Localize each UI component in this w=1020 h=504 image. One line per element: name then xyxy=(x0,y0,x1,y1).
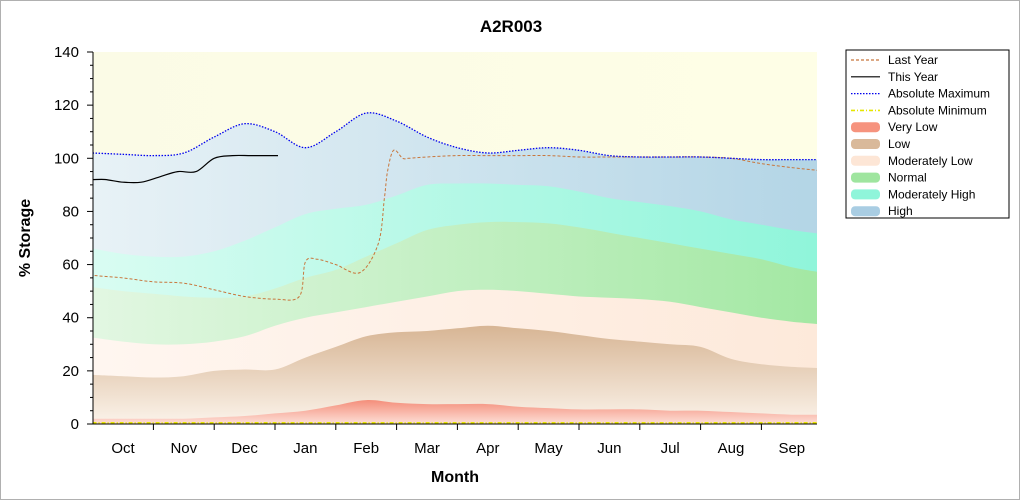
legend-item-very-low: Very Low xyxy=(851,120,938,134)
range-bands xyxy=(93,112,817,424)
x-tick-label: Feb xyxy=(353,440,379,457)
legend-item-moderately-low: Moderately Low xyxy=(851,154,973,168)
legend-item-high: High xyxy=(851,204,913,218)
y-tick-label: 60 xyxy=(62,257,79,274)
x-tick-label: Jun xyxy=(597,440,621,457)
y-tick-label: 80 xyxy=(62,203,79,220)
x-tick-label: May xyxy=(534,440,563,457)
legend: Last Year This Year Absolute Maximum Absolu… xyxy=(845,49,1010,219)
x-axis-title: Month xyxy=(431,469,479,486)
y-tick-label: 120 xyxy=(54,97,79,114)
legend-item-moderately-high: Moderately High xyxy=(851,187,975,201)
x-tick-label: Apr xyxy=(476,440,499,457)
legend-item-normal: Normal xyxy=(851,171,927,185)
x-tick-label: Jul xyxy=(661,440,680,457)
y-tick-label: 140 xyxy=(54,44,79,61)
y-tick-label: 0 xyxy=(71,416,79,433)
legend-label: This Year xyxy=(888,70,938,84)
legend-label: Absolute Minimum xyxy=(888,103,987,117)
chart-title: A2R003 xyxy=(480,17,542,36)
legend-label: Normal xyxy=(888,171,927,185)
legend-swatch-area xyxy=(851,155,880,166)
legend-swatch-area xyxy=(851,122,880,133)
band-low xyxy=(93,325,817,424)
legend-label: Absolute Maximum xyxy=(888,87,990,101)
legend-swatch-area xyxy=(851,206,880,217)
legend-swatch-area xyxy=(851,139,880,149)
legend-item-this-year: This Year xyxy=(851,70,938,84)
legend-item-absolute-minimum: Absolute Minimum xyxy=(851,103,987,117)
line-absolute-maximum xyxy=(93,112,817,161)
legend-item-low: Low xyxy=(851,137,910,151)
legend-label: Moderately Low xyxy=(888,154,973,168)
y-tick-label: 100 xyxy=(54,150,79,167)
legend-swatch-area xyxy=(851,189,880,200)
legend-swatch-area xyxy=(851,172,880,183)
y-ticks: 0 20 40 60 80 100 120 140 xyxy=(54,44,93,433)
legend-label: Low xyxy=(888,137,910,151)
legend-label: Moderately High xyxy=(888,187,975,201)
legend-label: Last Year xyxy=(888,53,938,67)
x-tick-label: Oct xyxy=(111,440,135,457)
series-lines xyxy=(93,112,817,424)
x-tick-label: Aug xyxy=(718,440,745,457)
y-tick-label: 20 xyxy=(62,363,79,380)
legend-item-absolute-maximum: Absolute Maximum xyxy=(851,87,990,101)
y-tick-label: 40 xyxy=(62,310,79,327)
x-tick-label: Nov xyxy=(170,440,197,457)
x-tick-label: Sep xyxy=(778,440,805,457)
x-tick-label: Mar xyxy=(414,440,440,457)
x-tick-label: Jan xyxy=(293,440,317,457)
legend-label: Very Low xyxy=(888,120,938,134)
legend-label: High xyxy=(888,204,913,218)
legend-item-last-year: Last Year xyxy=(851,53,938,67)
line-this-year xyxy=(93,154,278,184)
band-very-low xyxy=(93,400,817,424)
y-axis-title: % Storage xyxy=(17,199,34,277)
x-ticks: Oct Nov Dec Jan Feb Mar Apr May Jun Jul Aug Sep xyxy=(111,424,805,457)
x-tick-label: Dec xyxy=(231,440,258,457)
